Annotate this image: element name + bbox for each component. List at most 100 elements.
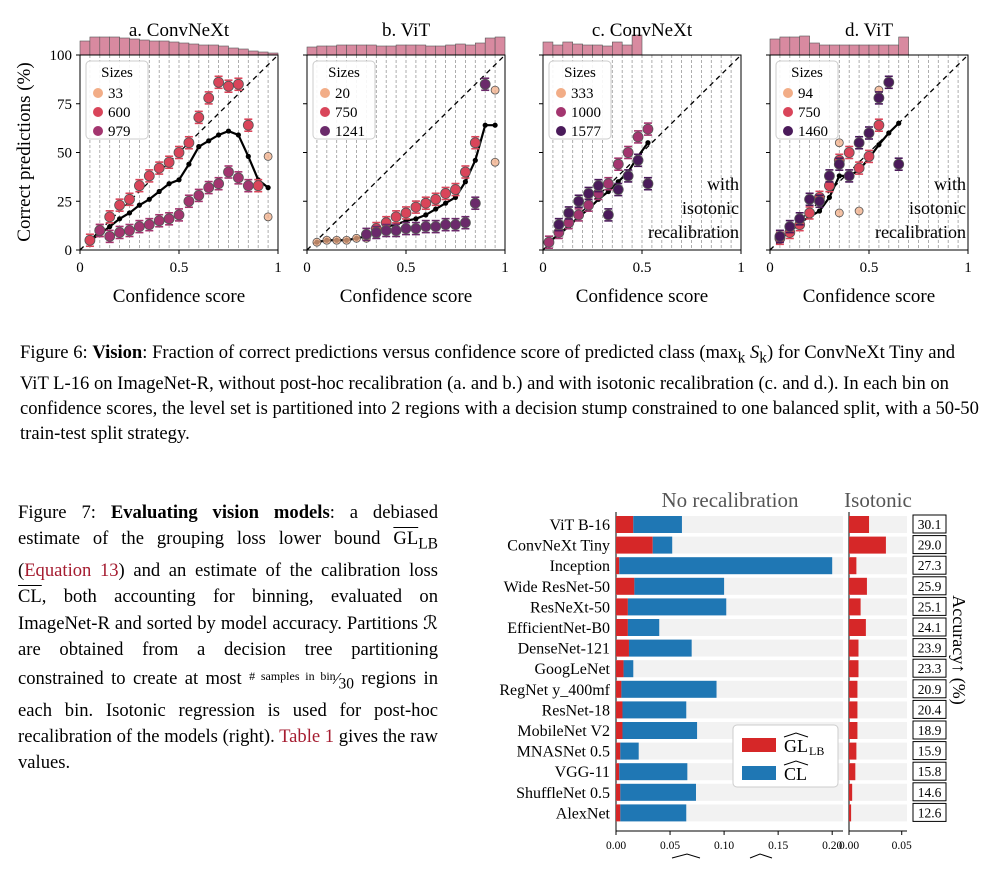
point-size-750	[853, 162, 865, 174]
point-size-600	[114, 199, 125, 211]
point-size-600	[232, 78, 244, 90]
row-bg-iso	[849, 722, 907, 739]
x-tick-label: 1	[737, 260, 745, 276]
fig6-s: S	[745, 342, 760, 363]
histogram-bar	[868, 44, 880, 56]
bar-cl	[620, 742, 639, 760]
average-point	[423, 212, 429, 218]
legend-label: 979	[108, 124, 131, 140]
legend-label: 1577	[571, 124, 602, 140]
x-tick-label: 1	[274, 260, 282, 276]
histogram-bar	[149, 40, 160, 56]
bar-gl-lb	[616, 701, 623, 719]
y-tick-label: 25	[57, 194, 72, 210]
point-size-750	[469, 137, 481, 149]
recalibration-note: with	[934, 174, 966, 194]
legend-marker	[93, 88, 103, 98]
fig7-label: Figure 7:	[18, 502, 96, 523]
histogram-bar	[208, 44, 219, 56]
point-size-1000	[543, 236, 555, 248]
point-size-20	[312, 237, 322, 247]
x-tick-label: 0	[766, 260, 774, 276]
point-size-979	[213, 178, 225, 190]
legend-marker	[93, 126, 103, 136]
model-label: EfficientNet-B0	[507, 620, 610, 637]
point-size-979	[232, 172, 244, 184]
point-size-979	[124, 225, 135, 236]
legend-title: Sizes	[564, 65, 596, 81]
point-size-1460	[893, 158, 905, 170]
panel-1: 0 0.5 1 Confidence score 0 25 50 75 100 Sizes 33 60…	[50, 36, 282, 307]
histogram-bar	[592, 44, 603, 56]
average-point	[216, 132, 222, 138]
bar-iso-gl-lb	[849, 742, 857, 760]
point-size-600	[163, 156, 175, 168]
model-label: DenseNet-121	[518, 641, 610, 658]
point-size-1241	[430, 221, 442, 233]
point-size-1577	[553, 219, 565, 231]
table-link[interactable]: Table 1	[279, 726, 335, 748]
legend-title: Sizes	[101, 65, 133, 81]
bar-iso-gl-lb	[849, 763, 856, 781]
accuracy-value: 29.0	[918, 538, 942, 553]
histogram-bar	[109, 36, 120, 56]
accuracy-box	[912, 782, 947, 802]
accuracy-value: 25.1	[918, 599, 942, 614]
diagonal-line	[306, 54, 506, 251]
point-size-1241	[440, 219, 452, 231]
accuracy-box	[912, 761, 947, 781]
bar-gl-lb	[616, 639, 629, 657]
bar-iso-gl-lb	[849, 598, 861, 616]
bar-cl	[627, 598, 727, 616]
point-size-1460	[873, 92, 885, 104]
legend-sub: LB	[809, 744, 824, 758]
histogram-bar	[799, 35, 810, 56]
model-label: RegNet y_400mf	[499, 682, 610, 699]
point-size-1241	[400, 223, 412, 234]
accuracy-box	[912, 802, 947, 822]
histogram-bar	[415, 44, 427, 56]
bar-gl-lb	[616, 783, 621, 801]
accuracy-box	[912, 679, 947, 699]
bar-gl-lb	[616, 598, 628, 616]
legend-marker	[783, 107, 793, 117]
legend-label: 20	[335, 86, 350, 102]
histogram-bar	[336, 44, 347, 56]
equation-link[interactable]: Equation 13	[24, 560, 119, 582]
point-size-1460	[883, 76, 895, 88]
histogram-bar	[582, 44, 593, 56]
recalibration-note: with	[707, 174, 739, 194]
average-point	[265, 185, 271, 191]
panel-3: 0 0.5 1 Confidence score Sizes 333 1000 1577 wit…	[539, 34, 745, 307]
gl-sub: LB	[418, 535, 438, 553]
average-point	[492, 122, 498, 128]
point-size-600	[223, 80, 234, 92]
point-size-1577	[642, 178, 654, 190]
row-bg-iso	[849, 763, 907, 781]
fig7-p4: regions in each bin. Isotonic regression…	[18, 667, 439, 748]
fig7-eq-open: (	[18, 560, 25, 582]
fig7-p1: : a debiased estimate of the grouping lo…	[18, 502, 438, 550]
x-tick-label: 0.5	[633, 260, 652, 276]
histogram-bar	[838, 44, 850, 56]
histogram-bar	[218, 45, 229, 56]
x-axis-label: Confidence score	[113, 286, 245, 307]
average-point	[245, 153, 251, 159]
histogram-bar	[316, 45, 328, 56]
recalibration-note: isotonic	[909, 198, 966, 218]
accuracy-value: 23.3	[918, 661, 942, 676]
point-size-1241	[380, 225, 392, 236]
average-point	[462, 179, 468, 185]
point-size-750	[459, 166, 471, 178]
point-size-1577	[602, 209, 614, 221]
model-label: AlexNet	[556, 805, 611, 822]
histogram-bar	[898, 36, 909, 56]
histogram-bar	[168, 41, 180, 56]
point-size-600	[193, 112, 205, 123]
bar-iso-gl-lb	[849, 680, 858, 698]
legend-label: 333	[571, 86, 594, 102]
histogram-bar	[878, 44, 890, 56]
legend-title: Sizes	[328, 65, 360, 81]
accuracy-axis-label: Accuracy↑ (%)	[948, 595, 969, 704]
